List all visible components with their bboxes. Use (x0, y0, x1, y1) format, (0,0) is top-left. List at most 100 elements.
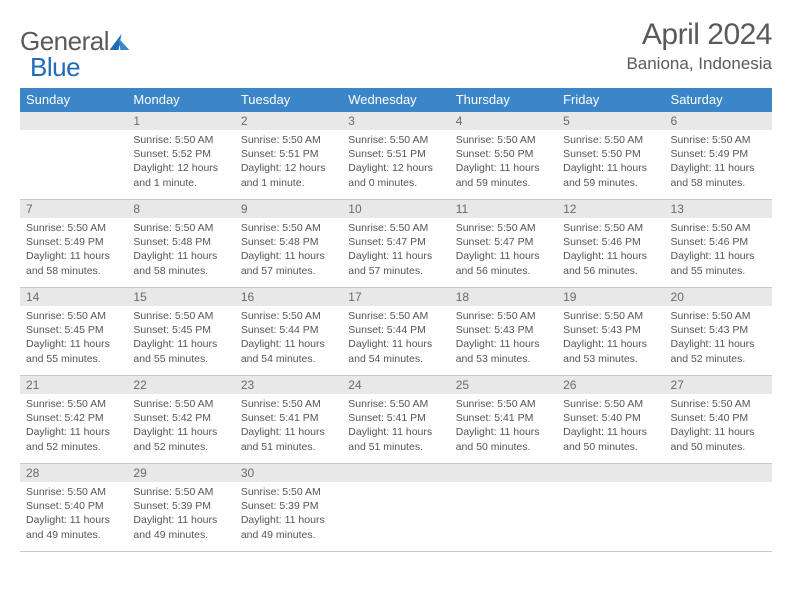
day-daylight2: and 58 minutes. (26, 264, 121, 278)
day-content: Sunrise: 5:50 AMSunset: 5:40 PMDaylight:… (557, 394, 664, 458)
day-sunrise: Sunrise: 5:50 AM (671, 221, 766, 235)
day-sunrise: Sunrise: 5:50 AM (133, 133, 228, 147)
day-sunrise: Sunrise: 5:50 AM (563, 133, 658, 147)
calendar-cell: 3Sunrise: 5:50 AMSunset: 5:51 PMDaylight… (342, 112, 449, 200)
day-number: 6 (665, 112, 772, 130)
day-daylight2: and 1 minute. (133, 176, 228, 190)
day-content: Sunrise: 5:50 AMSunset: 5:39 PMDaylight:… (235, 482, 342, 546)
day-sunset: Sunset: 5:40 PM (563, 411, 658, 425)
day-content: Sunrise: 5:50 AMSunset: 5:51 PMDaylight:… (342, 130, 449, 194)
day-number (342, 464, 449, 482)
day-number (450, 464, 557, 482)
day-header: Thursday (450, 88, 557, 112)
day-number: 13 (665, 200, 772, 218)
day-content: Sunrise: 5:50 AMSunset: 5:46 PMDaylight:… (557, 218, 664, 282)
day-daylight1: Daylight: 11 hours (456, 425, 551, 439)
day-number: 29 (127, 464, 234, 482)
calendar-cell: 19Sunrise: 5:50 AMSunset: 5:43 PMDayligh… (557, 288, 664, 376)
day-sunset: Sunset: 5:45 PM (26, 323, 121, 337)
day-sunset: Sunset: 5:41 PM (348, 411, 443, 425)
month-title: April 2024 (626, 18, 772, 52)
day-daylight1: Daylight: 11 hours (456, 337, 551, 351)
title-block: April 2024 Baniona, Indonesia (626, 18, 772, 74)
day-sunrise: Sunrise: 5:50 AM (241, 397, 336, 411)
day-daylight1: Daylight: 11 hours (348, 425, 443, 439)
day-sunrise: Sunrise: 5:50 AM (671, 133, 766, 147)
day-sunrise: Sunrise: 5:50 AM (671, 309, 766, 323)
day-number: 18 (450, 288, 557, 306)
day-sunset: Sunset: 5:43 PM (563, 323, 658, 337)
day-number: 8 (127, 200, 234, 218)
day-daylight1: Daylight: 11 hours (671, 249, 766, 263)
day-content: Sunrise: 5:50 AMSunset: 5:48 PMDaylight:… (127, 218, 234, 282)
day-number: 11 (450, 200, 557, 218)
day-sunset: Sunset: 5:44 PM (241, 323, 336, 337)
calendar-cell: 28Sunrise: 5:50 AMSunset: 5:40 PMDayligh… (20, 464, 127, 552)
day-daylight1: Daylight: 11 hours (671, 425, 766, 439)
day-sunrise: Sunrise: 5:50 AM (26, 309, 121, 323)
day-daylight1: Daylight: 11 hours (456, 249, 551, 263)
day-daylight1: Daylight: 12 hours (241, 161, 336, 175)
day-sunrise: Sunrise: 5:50 AM (133, 309, 228, 323)
calendar-cell: 11Sunrise: 5:50 AMSunset: 5:47 PMDayligh… (450, 200, 557, 288)
day-number: 21 (20, 376, 127, 394)
day-daylight2: and 55 minutes. (671, 264, 766, 278)
day-sunrise: Sunrise: 5:50 AM (348, 133, 443, 147)
day-daylight2: and 52 minutes. (26, 440, 121, 454)
day-content: Sunrise: 5:50 AMSunset: 5:50 PMDaylight:… (557, 130, 664, 194)
day-content: Sunrise: 5:50 AMSunset: 5:41 PMDaylight:… (342, 394, 449, 458)
calendar-cell: 6Sunrise: 5:50 AMSunset: 5:49 PMDaylight… (665, 112, 772, 200)
day-content: Sunrise: 5:50 AMSunset: 5:49 PMDaylight:… (20, 218, 127, 282)
day-number: 10 (342, 200, 449, 218)
calendar-cell: 8Sunrise: 5:50 AMSunset: 5:48 PMDaylight… (127, 200, 234, 288)
day-number: 2 (235, 112, 342, 130)
day-sunset: Sunset: 5:50 PM (563, 147, 658, 161)
calendar-body: 1Sunrise: 5:50 AMSunset: 5:52 PMDaylight… (20, 112, 772, 552)
day-daylight1: Daylight: 11 hours (241, 425, 336, 439)
day-sunrise: Sunrise: 5:50 AM (456, 397, 551, 411)
day-content: Sunrise: 5:50 AMSunset: 5:42 PMDaylight:… (20, 394, 127, 458)
calendar-cell (450, 464, 557, 552)
day-daylight2: and 56 minutes. (563, 264, 658, 278)
day-content: Sunrise: 5:50 AMSunset: 5:48 PMDaylight:… (235, 218, 342, 282)
day-daylight2: and 54 minutes. (348, 352, 443, 366)
day-sunset: Sunset: 5:49 PM (671, 147, 766, 161)
calendar-table: Sunday Monday Tuesday Wednesday Thursday… (20, 88, 772, 552)
day-sunrise: Sunrise: 5:50 AM (348, 397, 443, 411)
day-daylight2: and 49 minutes. (241, 528, 336, 542)
calendar-cell: 10Sunrise: 5:50 AMSunset: 5:47 PMDayligh… (342, 200, 449, 288)
calendar-cell: 27Sunrise: 5:50 AMSunset: 5:40 PMDayligh… (665, 376, 772, 464)
location-label: Baniona, Indonesia (626, 54, 772, 74)
day-daylight1: Daylight: 11 hours (133, 513, 228, 527)
day-daylight2: and 1 minute. (241, 176, 336, 190)
day-number: 20 (665, 288, 772, 306)
day-content: Sunrise: 5:50 AMSunset: 5:45 PMDaylight:… (127, 306, 234, 370)
day-header: Friday (557, 88, 664, 112)
calendar-cell: 1Sunrise: 5:50 AMSunset: 5:52 PMDaylight… (127, 112, 234, 200)
calendar-row: 7Sunrise: 5:50 AMSunset: 5:49 PMDaylight… (20, 200, 772, 288)
day-content: Sunrise: 5:50 AMSunset: 5:51 PMDaylight:… (235, 130, 342, 194)
day-sunset: Sunset: 5:39 PM (133, 499, 228, 513)
calendar-cell: 16Sunrise: 5:50 AMSunset: 5:44 PMDayligh… (235, 288, 342, 376)
day-sunrise: Sunrise: 5:50 AM (456, 133, 551, 147)
day-daylight1: Daylight: 11 hours (133, 249, 228, 263)
day-sunset: Sunset: 5:40 PM (26, 499, 121, 513)
day-sunset: Sunset: 5:41 PM (241, 411, 336, 425)
day-sunrise: Sunrise: 5:50 AM (133, 485, 228, 499)
day-sunrise: Sunrise: 5:50 AM (456, 309, 551, 323)
day-daylight2: and 51 minutes. (348, 440, 443, 454)
day-sunrise: Sunrise: 5:50 AM (456, 221, 551, 235)
calendar-cell: 26Sunrise: 5:50 AMSunset: 5:40 PMDayligh… (557, 376, 664, 464)
day-daylight2: and 50 minutes. (671, 440, 766, 454)
day-sunset: Sunset: 5:42 PM (133, 411, 228, 425)
day-sunrise: Sunrise: 5:50 AM (26, 397, 121, 411)
day-number: 16 (235, 288, 342, 306)
day-daylight1: Daylight: 11 hours (241, 249, 336, 263)
day-sunrise: Sunrise: 5:50 AM (133, 397, 228, 411)
day-daylight1: Daylight: 11 hours (26, 425, 121, 439)
calendar-cell (20, 112, 127, 200)
day-daylight1: Daylight: 11 hours (133, 425, 228, 439)
day-sunset: Sunset: 5:40 PM (671, 411, 766, 425)
day-content: Sunrise: 5:50 AMSunset: 5:52 PMDaylight:… (127, 130, 234, 194)
day-content: Sunrise: 5:50 AMSunset: 5:47 PMDaylight:… (450, 218, 557, 282)
